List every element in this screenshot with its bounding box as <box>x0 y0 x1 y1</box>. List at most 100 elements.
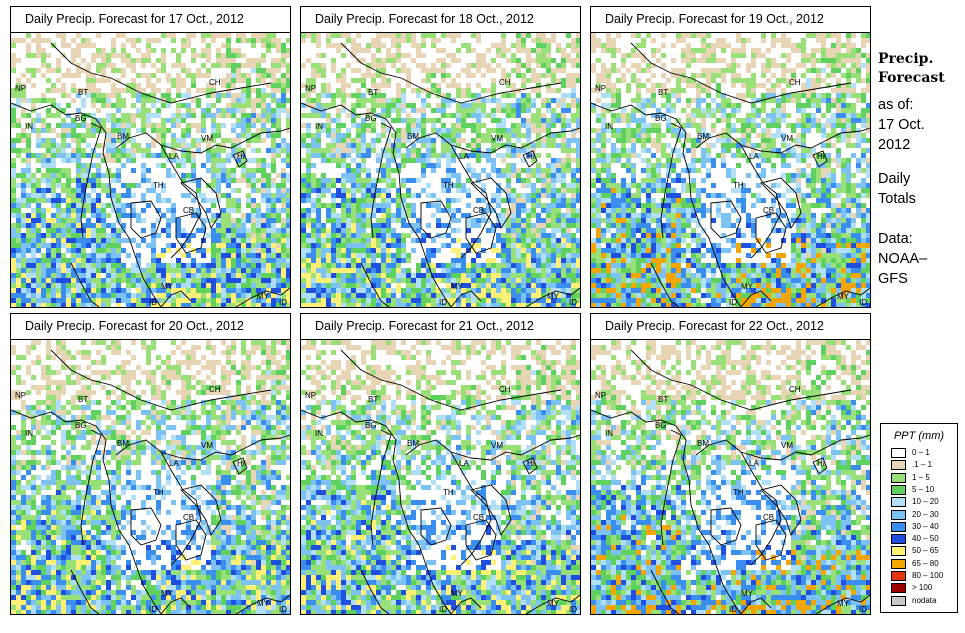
country-label: MY <box>837 292 850 301</box>
precip-field: NP BT CH IN BG BM VM LA HI TH CB MY ID MY ID <box>301 340 580 614</box>
country-label: ID <box>569 298 577 307</box>
country-label: TH <box>443 488 454 497</box>
country-label: VM <box>201 134 213 143</box>
forecast-panel-5: Daily Precip. Forecast for 21 Oct., 2012… <box>300 313 581 615</box>
border-line <box>420 200 452 239</box>
country-label: MY <box>451 589 464 598</box>
country-label: CB <box>473 206 484 215</box>
country-label: ID <box>439 605 447 614</box>
country-label: ID <box>569 605 577 614</box>
border-line <box>11 102 162 307</box>
country-label: CB <box>473 513 484 522</box>
legend-swatch <box>891 497 906 508</box>
border-line <box>115 127 290 154</box>
as-of-date: 17 Oct. <box>878 117 925 133</box>
precip-legend: PPT (mm) 0 – 1 .1 – 1 1 – 5 5 – 10 10 – 20 20… <box>880 423 958 613</box>
country-label: CH <box>789 78 801 87</box>
legend-swatch <box>891 534 906 545</box>
border-line <box>815 594 870 614</box>
border-line <box>420 507 452 546</box>
country-label: CH <box>499 385 511 394</box>
border-line <box>450 597 482 614</box>
country-label: MY <box>741 282 754 291</box>
country-label: TH <box>733 181 744 190</box>
country-label: MY <box>547 599 560 608</box>
country-label: BM <box>697 439 709 448</box>
data-source-1: NOAA– <box>878 251 928 267</box>
forecast-panel-1: Daily Precip. Forecast for 17 Oct., 2012… <box>10 6 291 308</box>
country-label: BM <box>117 439 129 448</box>
precip-map: NP BT CH IN BG BM VM LA HI TH CB MY ID MY ID <box>300 339 581 615</box>
border-line <box>50 349 272 411</box>
border-line <box>695 127 870 154</box>
country-label: CH <box>499 78 511 87</box>
legend-swatch <box>891 583 906 594</box>
border-line <box>760 177 802 230</box>
country-label: BT <box>658 88 668 97</box>
legend-label: > 100 <box>912 583 933 593</box>
border-line <box>755 519 787 561</box>
country-label: BT <box>78 395 88 404</box>
border-line <box>70 262 100 307</box>
border-line <box>80 122 102 239</box>
border-line <box>465 519 497 561</box>
panel-title: Daily Precip. Forecast for 19 Oct., 2012 <box>590 6 871 32</box>
legend-label: 20 – 30 <box>912 509 939 519</box>
country-label: MY <box>837 599 850 608</box>
border-line <box>450 290 482 307</box>
border-line <box>815 287 870 307</box>
country-label: NP <box>15 84 26 93</box>
border-line <box>115 434 290 461</box>
data-source-2: GFS <box>878 271 908 287</box>
precip-field: NP BT CH IN BG BM VM LA HI TH CB MY ID MY ID <box>11 33 290 307</box>
border-line <box>340 42 562 104</box>
country-label: BG <box>655 114 667 123</box>
country-label: CH <box>789 385 801 394</box>
border-line <box>160 144 202 259</box>
country-label: VM <box>491 441 503 450</box>
country-label: ID <box>729 605 737 614</box>
border-line <box>522 457 538 475</box>
border-line <box>175 519 207 561</box>
country-label: ID <box>149 298 157 307</box>
border-line <box>695 434 870 461</box>
panel-title: Daily Precip. Forecast for 20 Oct., 2012 <box>10 313 291 339</box>
country-label: LA <box>459 459 469 468</box>
border-line <box>660 429 682 546</box>
country-label: HI <box>527 152 535 161</box>
border-line <box>760 484 802 537</box>
data-label: Data: <box>878 231 913 247</box>
precip-map: NP BT CH IN BG BM VM LA HI TH CB MY ID MY ID <box>590 339 871 615</box>
country-label: BT <box>368 395 378 404</box>
border-line <box>232 150 248 168</box>
legend-label: nodata <box>912 595 937 605</box>
legend-label: 5 – 10 <box>912 484 935 494</box>
country-label: HI <box>527 459 535 468</box>
border-line <box>11 409 162 614</box>
legend-swatch <box>891 448 906 458</box>
as-of-label: as of: <box>878 97 914 113</box>
country-label: ID <box>859 605 867 614</box>
country-label: ID <box>149 605 157 614</box>
border-line <box>812 457 828 475</box>
border-line <box>650 569 680 614</box>
country-label: NP <box>595 391 606 400</box>
precip-field: NP BT CH IN BG BM VM LA HI TH CB MY ID MY ID <box>11 340 290 614</box>
country-label: CH <box>209 78 221 87</box>
border-line <box>130 507 162 546</box>
legend-swatch <box>891 595 906 606</box>
country-label: ID <box>279 605 287 614</box>
country-label: LA <box>169 459 179 468</box>
border-line <box>470 177 512 230</box>
border-line <box>405 434 580 461</box>
border-line <box>525 287 580 307</box>
border-line <box>650 262 680 307</box>
country-label: TH <box>153 488 164 497</box>
precip-field: NP BT CH IN BG BM VM LA HI TH CB MY ID MY ID <box>301 33 580 307</box>
country-label: VM <box>781 134 793 143</box>
border-line <box>755 212 787 254</box>
country-label: MY <box>451 282 464 291</box>
border-line <box>470 484 512 537</box>
country-label: BT <box>78 88 88 97</box>
legend-label: 65 – 80 <box>912 558 939 568</box>
